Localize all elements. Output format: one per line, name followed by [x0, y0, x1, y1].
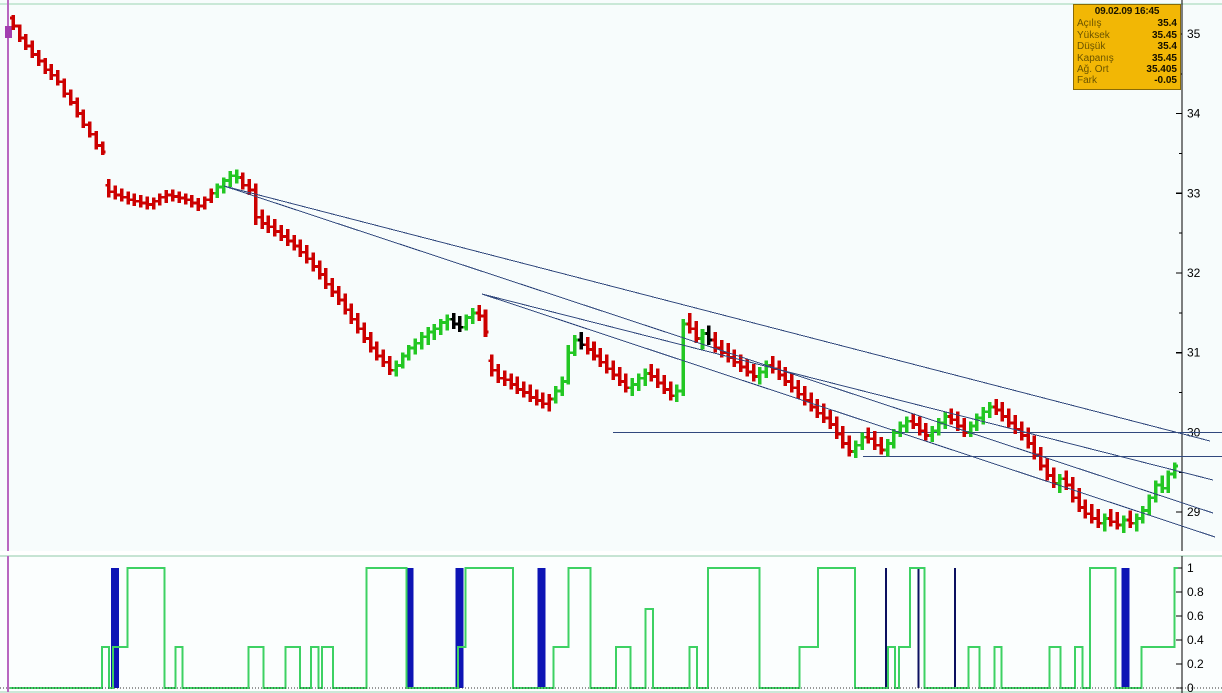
indicator-axis-label: 0.4: [1187, 633, 1204, 647]
indicator-axis-label: 1: [1187, 561, 1194, 575]
price-axis-label: 33: [1187, 186, 1201, 200]
trendline[interactable]: [481, 293, 1214, 481]
quote-row: Kapanış 35.45: [1077, 53, 1177, 64]
cursor-handle[interactable]: [5, 26, 12, 38]
price-bar-series: [10, 14, 1178, 533]
quote-row-value: 35.45: [1151, 52, 1177, 64]
price-axis-label: 34: [1187, 107, 1201, 121]
indicator-bar: [1121, 568, 1130, 688]
trendline[interactable]: [223, 185, 1214, 514]
indicator-bar: [111, 568, 120, 688]
indicator-bar: [953, 568, 956, 688]
trendline[interactable]: [223, 185, 1211, 442]
indicator-bar: [537, 568, 546, 688]
indicator-panel-background: [0, 556, 1222, 693]
quote-row-label: Fark: [1077, 75, 1097, 87]
indicator-vertical-bars: [111, 568, 1130, 688]
quote-row-value: 35.4: [1157, 18, 1177, 30]
indicator-axis: 0 0.2 0.4 0.6 0.8 1: [1176, 556, 1204, 693]
trendline-group[interactable]: [223, 185, 1216, 538]
indicator-axis-label: 0.6: [1187, 609, 1204, 623]
price-axis-label: 31: [1187, 346, 1201, 360]
quote-row-value: 35.45: [1151, 29, 1177, 41]
trendline[interactable]: [481, 293, 1216, 538]
quote-row: Düşük 35.4: [1077, 41, 1177, 52]
quote-row-label: Yüksek: [1077, 29, 1110, 41]
quote-timestamp: 09.02.09 16:45: [1094, 6, 1160, 17]
quote-row-label: Açılış: [1077, 18, 1102, 30]
indicator-axis-label: 0.2: [1187, 657, 1204, 671]
quote-row-label: Kapanış: [1077, 52, 1114, 64]
quote-row-label: Düşük: [1077, 41, 1106, 53]
quote-row: Açılış 35.4: [1077, 18, 1177, 29]
price-axis-label: 32: [1187, 266, 1201, 280]
quote-row: Fark -0.05: [1077, 75, 1177, 86]
quote-row-value: 35.4: [1157, 41, 1177, 53]
indicator-axis-label: 0: [1187, 681, 1194, 693]
indicator-bar: [885, 568, 887, 688]
quote-row-value: -0.05: [1154, 75, 1177, 87]
quote-row: Ağ. Ort 35.405: [1077, 64, 1177, 75]
indicator-bar: [405, 568, 414, 688]
quote-row: Yüksek 35.45: [1077, 30, 1177, 41]
price-axis-label: 29: [1187, 505, 1201, 519]
indicator-axis-label: 0.8: [1187, 585, 1204, 599]
price-axis-label: 35: [1187, 27, 1201, 41]
quote-row-label: Ağ. Ort: [1077, 64, 1109, 76]
price-panel-background: [0, 0, 1222, 551]
quote-row-value: 35.405: [1146, 64, 1177, 76]
indicator-bar: [455, 568, 464, 688]
quote-info-box[interactable]: 09.02.09 16:45 Açılış 35.4 Yüksek 35.45 Düşü…: [1073, 4, 1181, 90]
indicator-bar: [917, 568, 920, 688]
quote-rows: Açılış 35.4 Yüksek 35.45 Düşük 35.4 Kapanış 35.…: [1077, 18, 1177, 86]
